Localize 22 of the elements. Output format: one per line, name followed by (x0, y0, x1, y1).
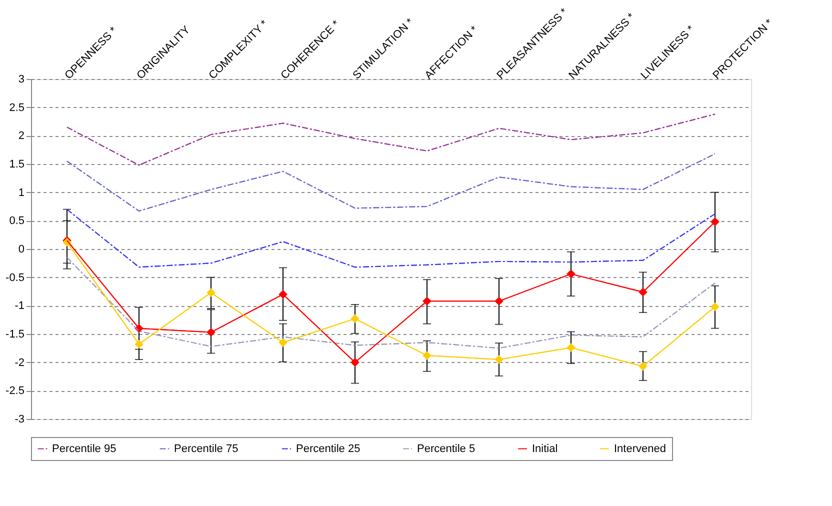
legend-label: Percentile 5 (417, 442, 476, 455)
legend-label: Percentile 75 (174, 442, 238, 455)
y-tick-label: 3 (18, 74, 24, 86)
y-tick-label: -0.5 (6, 272, 24, 284)
y-tick-label: 2 (18, 130, 24, 142)
y-tick-label: 0 (18, 244, 24, 256)
point (134, 340, 144, 349)
legend-label: Intervened (614, 442, 666, 455)
legend-label: Initial (532, 442, 558, 455)
y-tick-label: 1 (18, 186, 24, 199)
y-tick-label: -1 (14, 300, 24, 312)
y-tick-label: 0.5 (9, 215, 24, 228)
point (710, 217, 720, 226)
y-tick-label: -2 (14, 356, 24, 369)
point (710, 302, 720, 312)
y-tick-label: 2.5 (9, 102, 24, 114)
y-tick-label: -3 (14, 414, 24, 426)
y-tick-label: -1.5 (6, 328, 24, 340)
legend-label: Percentile 95 (52, 442, 116, 455)
y-tick-label: 1.5 (9, 158, 24, 170)
legend-label: Percentile 25 (296, 442, 360, 455)
y-tick-label: -2.5 (6, 385, 24, 398)
